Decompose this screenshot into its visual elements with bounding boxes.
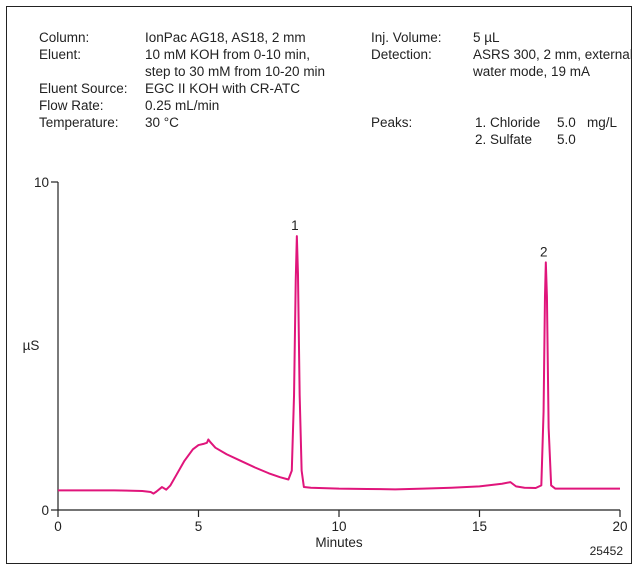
peaks-label: Peaks: — [371, 115, 412, 130]
y-axis-label: µS — [23, 338, 40, 353]
condition-value: 30 °C — [145, 115, 179, 130]
conditions-left-column: Column: IonPac AG18, AS18, 2 mm Eluent: 10 … — [39, 30, 325, 130]
x-tick-label: 15 — [472, 519, 487, 534]
condition-value: 10 mM KOH from 0-10 min, — [145, 47, 310, 62]
chromatogram-chart: Column: IonPac AG18, AS18, 2 mm Eluent: 10 … — [23, 30, 633, 558]
chart-axes: 0 5 10 15 20 0 10 — [34, 175, 628, 534]
condition-label: Detection: — [371, 47, 432, 62]
x-axis-label: Minutes — [315, 535, 363, 550]
condition-label: Eluent: — [39, 47, 81, 62]
conditions-right-column: Inj. Volume: 5 µL Detection: ASRS 300, 2 mm… — [371, 30, 633, 79]
x-tick-label: 5 — [195, 519, 203, 534]
peak-amount: 5.0 — [557, 115, 576, 130]
condition-label: Inj. Volume: — [371, 30, 442, 45]
condition-value: 5 µL — [473, 30, 500, 45]
peak-number-label: 1 — [291, 218, 299, 233]
peak-number-label: 2 — [540, 244, 548, 259]
x-tick-label: 0 — [54, 519, 62, 534]
figure-id: 25452 — [590, 544, 624, 558]
chromatogram-figure: Column: IonPac AG18, AS18, 2 mm Eluent: 10 … — [6, 6, 633, 564]
y-tick-label: 0 — [41, 503, 49, 518]
chromatogram-trace — [58, 235, 620, 495]
condition-value: ASRS 300, 2 mm, external — [473, 47, 633, 62]
condition-value: IonPac AG18, AS18, 2 mm — [145, 30, 306, 45]
condition-value: step to 30 mM from 10-20 min — [145, 64, 325, 79]
peaks-table: Peaks: 1. Chloride 5.0 mg/L 2. Sulfate 5.0 — [371, 115, 618, 147]
peak-name: 2. Sulfate — [475, 132, 532, 147]
x-tick-label: 20 — [612, 519, 627, 534]
condition-label: Temperature: — [39, 115, 119, 130]
peak-labels: 12 — [291, 218, 547, 259]
x-tick-label: 10 — [331, 519, 346, 534]
peak-unit: mg/L — [587, 115, 618, 130]
condition-value: EGC II KOH with CR-ATC — [145, 81, 300, 96]
condition-value: water mode, 19 mA — [472, 64, 590, 79]
condition-label: Flow Rate: — [39, 98, 104, 113]
peak-amount: 5.0 — [557, 132, 576, 147]
condition-label: Column: — [39, 30, 89, 45]
peak-name: 1. Chloride — [475, 115, 540, 130]
y-tick-label: 10 — [34, 175, 49, 190]
condition-value: 0.25 mL/min — [145, 98, 219, 113]
condition-label: Eluent Source: — [39, 81, 128, 96]
